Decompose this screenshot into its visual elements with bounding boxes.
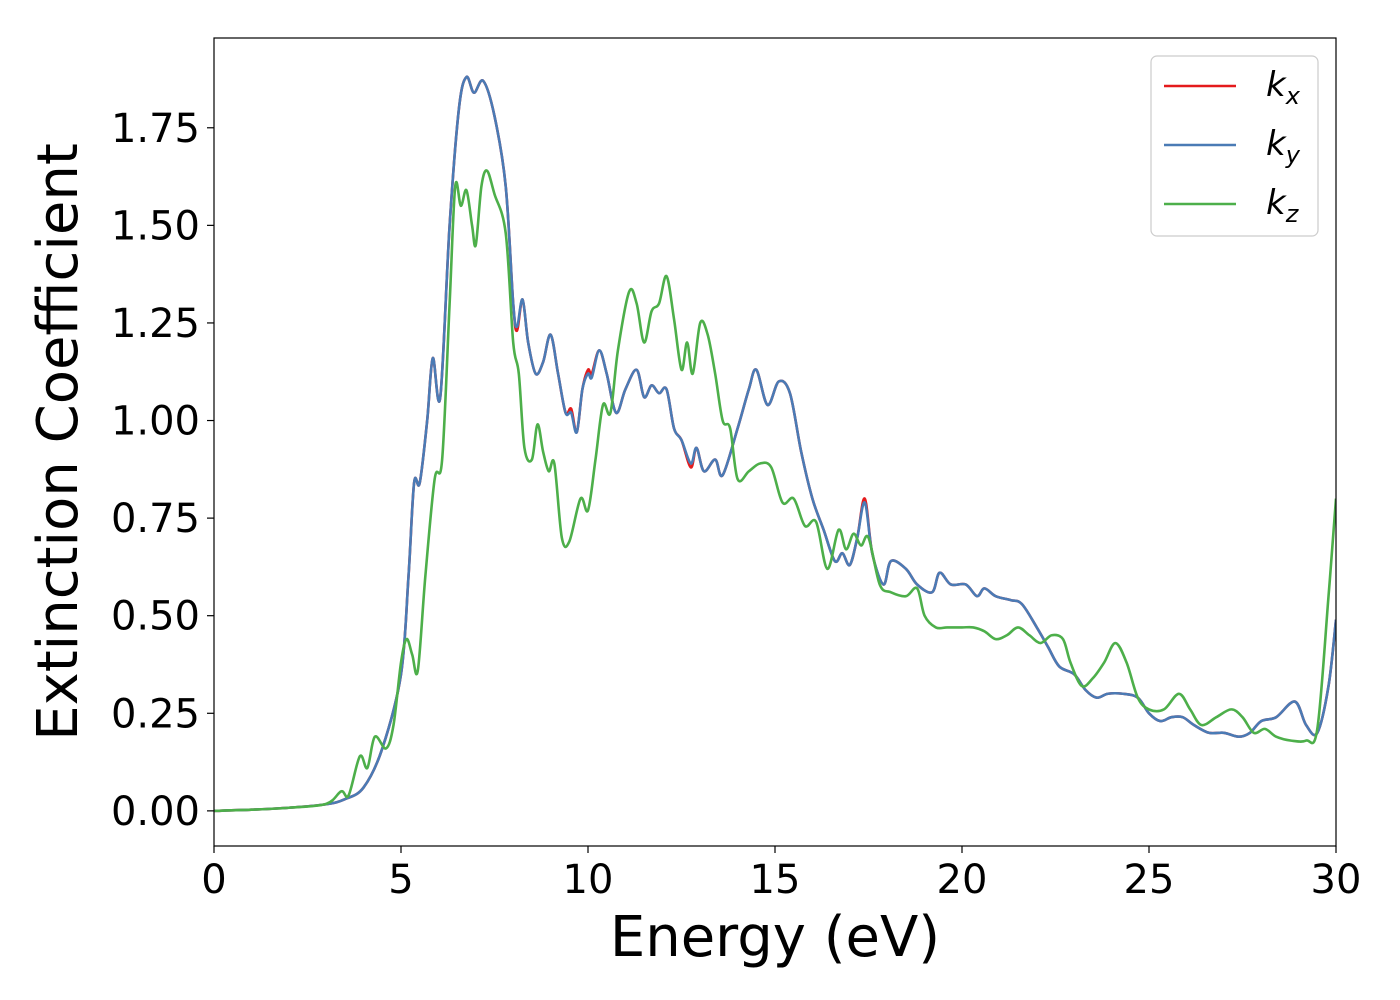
legend-label-kz: kz: [1266, 183, 1300, 228]
series-line-kz: [214, 169, 1336, 813]
y-tick-label: 1.25: [111, 301, 200, 347]
y-tick-label: 0.25: [111, 691, 200, 737]
series-line-ky: [214, 75, 1336, 813]
plot-lines: [214, 75, 1336, 813]
x-axis-ticks: 0 5 10 15 20 25 30: [201, 846, 1361, 903]
y-axis-label: Extinction Coefficient: [26, 143, 91, 741]
legend-label-ky: ky: [1266, 124, 1301, 169]
y-tick-label: 0.00: [111, 789, 200, 835]
x-tick-label: 0: [201, 857, 226, 903]
y-tick-label: 0.50: [111, 594, 200, 640]
y-axis-ticks: 0.00 0.25 0.50 0.75 1.00 1.25 1.50 1.75: [111, 106, 214, 835]
x-axis-label: Energy (eV): [610, 905, 940, 970]
x-tick-label: 10: [563, 857, 614, 903]
legend-label-kx: kx: [1266, 65, 1301, 110]
x-tick-label: 20: [937, 857, 988, 903]
x-tick-label: 15: [750, 857, 801, 903]
y-tick-label: 1.00: [111, 399, 200, 445]
x-tick-label: 5: [388, 857, 413, 903]
x-tick-label: 30: [1311, 857, 1362, 903]
y-tick-label: 1.75: [111, 106, 200, 152]
y-tick-label: 0.75: [111, 496, 200, 542]
x-tick-label: 25: [1124, 857, 1175, 903]
legend: kx ky kz: [1150, 55, 1319, 237]
y-tick-label: 1.50: [111, 203, 200, 249]
